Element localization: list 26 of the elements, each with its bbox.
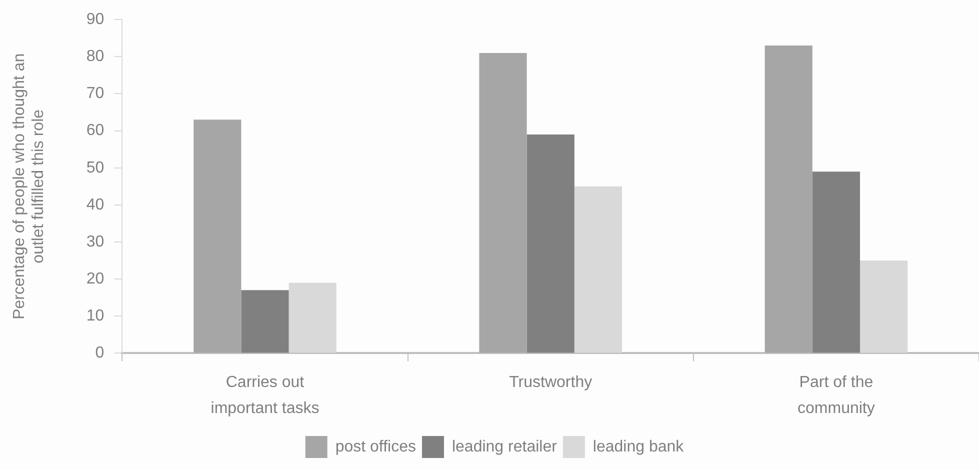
x-tick-label: Carries out important tasks xyxy=(210,374,320,418)
y-tick-label: 30 xyxy=(86,233,104,250)
legend-label: leading bank xyxy=(592,438,685,456)
y-tick-label: 40 xyxy=(86,196,104,214)
bar xyxy=(288,282,336,353)
bar xyxy=(860,260,908,353)
y-tick-label: 80 xyxy=(86,48,104,66)
y-tick-label: 50 xyxy=(86,159,104,176)
y-tick-label: 0 xyxy=(95,344,104,362)
y-tick-label: 20 xyxy=(86,270,104,288)
x-tick-label: Trustworthy xyxy=(509,374,592,391)
y-tick-label: 70 xyxy=(86,85,104,102)
bar xyxy=(764,46,812,353)
y-axis-title: Percentage of people who thought an outlet fulfilled this role xyxy=(11,53,48,320)
y-tick-label: 10 xyxy=(86,308,104,325)
bar xyxy=(574,186,622,353)
legend-label: leading retailer xyxy=(452,438,558,456)
y-tick-label: 60 xyxy=(86,122,104,140)
bar xyxy=(194,120,242,353)
y-tick-label: 90 xyxy=(86,11,104,28)
legend-label: post offices xyxy=(335,438,416,456)
bar xyxy=(479,52,527,353)
bar xyxy=(812,172,860,353)
bar xyxy=(241,290,289,353)
x-tick-label: Part of the community xyxy=(798,374,875,418)
bar xyxy=(526,134,574,353)
